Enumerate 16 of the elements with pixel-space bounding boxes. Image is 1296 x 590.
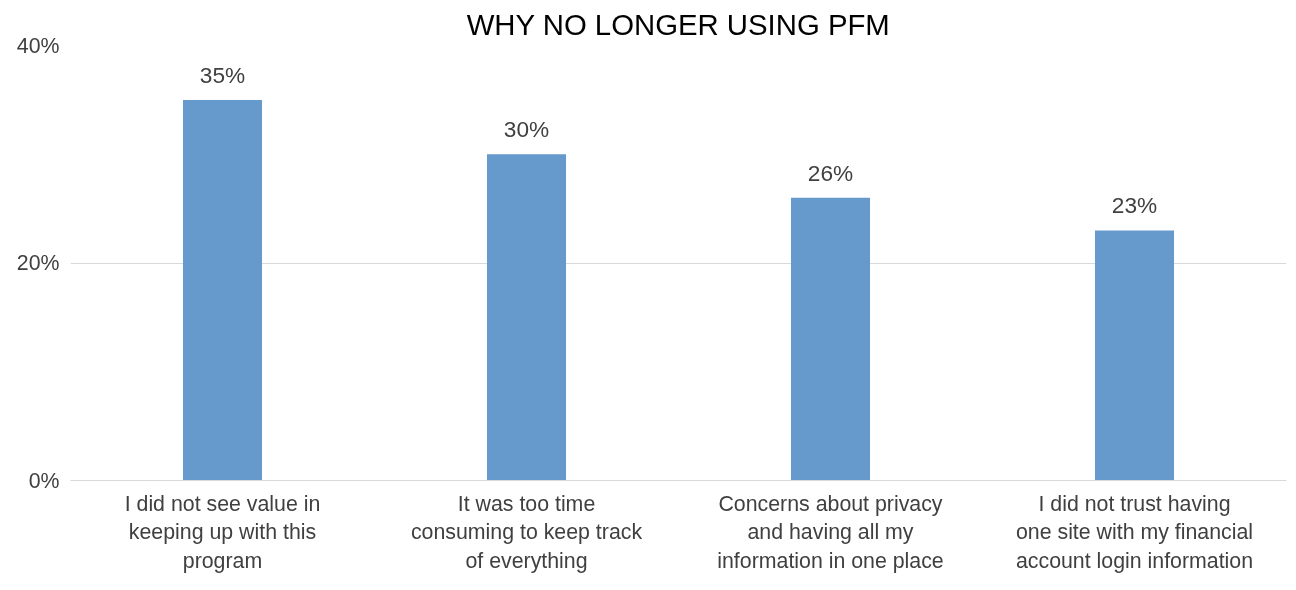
x-tick-label: Concerns about privacy and having all my information in one place	[717, 491, 944, 574]
data-label: 23%	[1111, 192, 1158, 219]
x-tick-label: I did not see value in keeping up with this program	[124, 491, 321, 574]
data-label: 26%	[807, 159, 854, 186]
y-tick-label: 0%	[28, 468, 60, 493]
data-label: 30%	[503, 116, 550, 143]
x-tick-label: I did not trust having one site with my financial account login information	[1015, 491, 1254, 574]
bar	[182, 99, 263, 481]
x-tick-label: It was too time consuming to keep track of everything	[410, 491, 643, 574]
bar	[790, 197, 871, 481]
bar	[1094, 230, 1175, 481]
data-label: 35%	[199, 61, 246, 88]
y-tick-label: 20%	[16, 251, 60, 275]
y-tick-label: 40%	[16, 33, 60, 58]
bar	[486, 154, 567, 481]
chart-title: WHY NO LONGER USING PFM	[466, 7, 890, 41]
